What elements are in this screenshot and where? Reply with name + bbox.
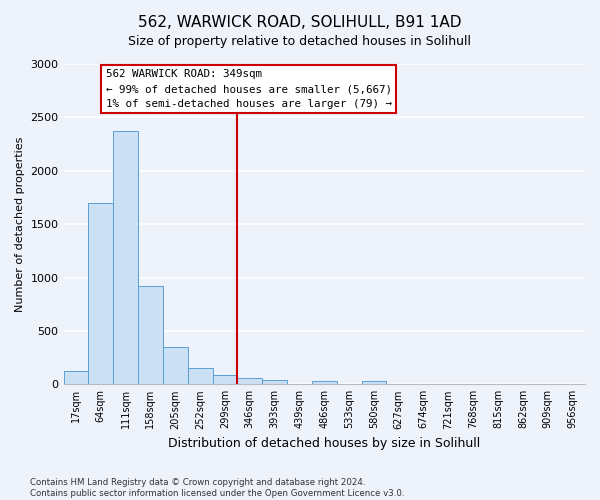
- Bar: [238, 378, 262, 384]
- Bar: [212, 375, 238, 384]
- Bar: [88, 203, 113, 384]
- Text: 562 WARWICK ROAD: 349sqm
← 99% of detached houses are smaller (5,667)
1% of semi: 562 WARWICK ROAD: 349sqm ← 99% of detach…: [106, 70, 392, 109]
- Bar: [163, 347, 188, 385]
- Text: Contains HM Land Registry data © Crown copyright and database right 2024.
Contai: Contains HM Land Registry data © Crown c…: [30, 478, 404, 498]
- Bar: [262, 380, 287, 384]
- Bar: [138, 286, 163, 384]
- Bar: [362, 381, 386, 384]
- Y-axis label: Number of detached properties: Number of detached properties: [15, 136, 25, 312]
- Bar: [64, 372, 88, 384]
- Bar: [312, 381, 337, 384]
- Bar: [113, 132, 138, 384]
- Text: Size of property relative to detached houses in Solihull: Size of property relative to detached ho…: [128, 35, 472, 48]
- X-axis label: Distribution of detached houses by size in Solihull: Distribution of detached houses by size …: [168, 437, 481, 450]
- Text: 562, WARWICK ROAD, SOLIHULL, B91 1AD: 562, WARWICK ROAD, SOLIHULL, B91 1AD: [138, 15, 462, 30]
- Bar: [188, 368, 212, 384]
